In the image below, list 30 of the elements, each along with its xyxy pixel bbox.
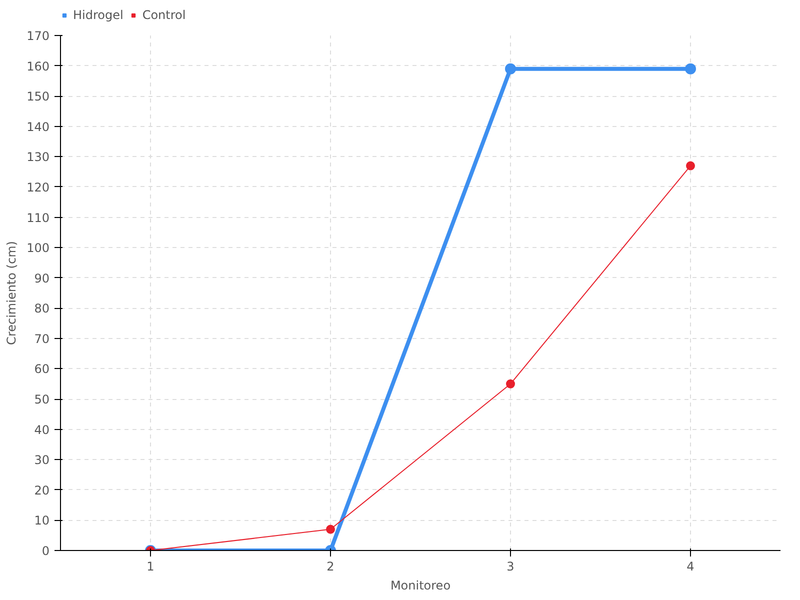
legend-label: Hidrogel xyxy=(73,8,124,22)
y-tick-label: 100 xyxy=(26,241,50,256)
y-tick-label: 30 xyxy=(34,453,50,468)
x-axis-title: Monitoreo xyxy=(390,578,451,592)
x-tick-label: 1 xyxy=(146,560,154,574)
y-tick-label: 0 xyxy=(42,544,50,558)
y-tick-label: 140 xyxy=(26,120,50,134)
y-tick-label: 60 xyxy=(34,362,50,376)
y-tick-label: 160 xyxy=(26,59,50,74)
x-tick-label: 4 xyxy=(686,560,694,574)
y-tick-label: 90 xyxy=(34,271,50,286)
y-tick-label: 110 xyxy=(26,210,50,225)
y-tick-label: 20 xyxy=(34,483,50,498)
y-tick-label: 70 xyxy=(34,332,50,346)
y-axis-title: Crecimiento (cm) xyxy=(4,241,19,345)
legend-label: Control xyxy=(142,8,186,22)
y-tick-label: 170 xyxy=(26,29,50,43)
x-tick-label: 2 xyxy=(326,560,334,574)
y-tick-label: 120 xyxy=(26,180,50,194)
y-tick-label: 40 xyxy=(34,422,50,437)
x-tick-label: 3 xyxy=(506,560,514,574)
y-tick-label: 10 xyxy=(34,514,50,528)
y-tick-label: 130 xyxy=(26,150,50,164)
point xyxy=(506,379,515,388)
point xyxy=(505,63,516,74)
point xyxy=(686,161,695,170)
y-tick-label: 50 xyxy=(34,392,50,407)
y-tick-label: 80 xyxy=(34,302,50,316)
point xyxy=(685,63,696,74)
y-tick-label: 150 xyxy=(26,90,50,104)
